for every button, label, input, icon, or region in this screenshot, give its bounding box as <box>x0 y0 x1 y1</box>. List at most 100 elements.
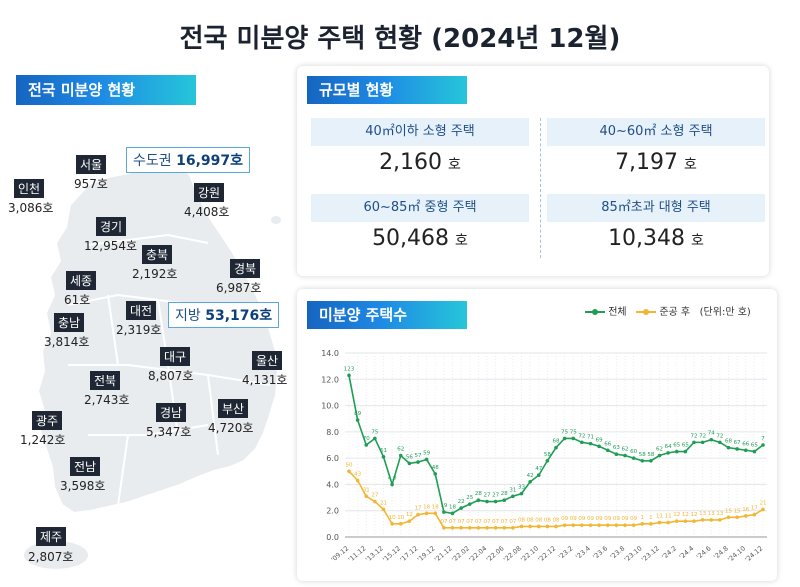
data-label-total: 72 <box>691 433 698 439</box>
point-total <box>692 440 696 445</box>
x-tick-label: '22.08 <box>502 544 523 563</box>
point-completed <box>364 494 369 499</box>
point-completed <box>623 523 627 527</box>
region-name: 강원 <box>194 183 225 202</box>
data-label-completed: 07 <box>458 519 465 525</box>
data-label-total: 62 <box>656 447 663 453</box>
page-title: 전국 미분양 주택 현황 (2024년 12월) <box>179 24 621 54</box>
region-name: 인천 <box>14 179 45 198</box>
point-total <box>416 460 420 464</box>
data-label-completed: 18 <box>432 504 439 510</box>
data-label-completed: 07 <box>475 519 482 525</box>
data-label-total: 89 <box>354 411 361 417</box>
y-tick-label: 4.0 <box>326 480 339 489</box>
data-label-completed: 08 <box>518 517 525 523</box>
point-completed <box>761 507 765 512</box>
size-divider <box>540 118 541 258</box>
region-name: 광주 <box>32 411 63 430</box>
data-label-total: 68 <box>725 439 732 445</box>
x-tick-label: '23.2 <box>557 544 575 561</box>
region-name: 경남 <box>156 403 187 422</box>
data-label-total: 65 <box>751 443 758 449</box>
point-completed <box>674 519 679 524</box>
region-value: 61호 <box>64 293 91 307</box>
point-total <box>674 449 679 454</box>
data-label-total: 65 <box>682 443 689 449</box>
data-label-total: 58 <box>639 452 646 458</box>
data-label-total: 64 <box>665 444 672 450</box>
point-completed <box>545 524 550 529</box>
region-name: 대구 <box>160 347 191 366</box>
region-value: 2,807호 <box>28 550 74 564</box>
point-completed <box>407 519 412 524</box>
point-total <box>752 449 757 454</box>
x-tick-label: '24.2 <box>660 544 678 561</box>
point-total <box>528 480 532 484</box>
point-total <box>605 448 610 453</box>
region-value: 3,814호 <box>44 335 90 349</box>
point-completed <box>692 519 696 524</box>
point-completed <box>485 526 489 530</box>
region-value: 5,347호 <box>146 425 192 439</box>
data-label-completed: 11 <box>656 514 663 520</box>
point-total <box>536 473 541 478</box>
jeju-island-shape <box>24 541 88 569</box>
region-value: 3,086호 <box>8 201 54 215</box>
point-completed <box>597 523 601 527</box>
data-label-completed: 27 <box>371 493 378 499</box>
data-label-total: 72 <box>578 433 585 439</box>
point-completed <box>450 526 455 530</box>
point-completed <box>442 526 446 530</box>
point-total <box>390 482 394 487</box>
region-name: 경기 <box>96 217 127 236</box>
point-completed <box>347 469 351 474</box>
point-completed <box>640 522 645 526</box>
size-cell-label: 40~60㎡ 소형 주택 <box>547 118 765 146</box>
data-label-total: 62 <box>622 447 629 453</box>
x-tick-label: '24.4 <box>678 544 696 561</box>
data-label-completed: 08 <box>535 517 542 523</box>
region-value: 2,319호 <box>116 323 162 337</box>
data-label-completed: 09 <box>587 516 594 522</box>
point-completed <box>735 515 739 520</box>
local-area-total: 지방 53,176호 <box>168 302 280 328</box>
data-label-completed: 17 <box>751 506 758 512</box>
point-total <box>442 510 446 514</box>
region-name: 경북 <box>230 259 261 278</box>
point-total <box>657 453 662 458</box>
point-total <box>398 453 403 458</box>
y-tick-label: 10.0 <box>321 402 339 411</box>
point-total <box>709 437 714 442</box>
point-completed <box>657 520 662 525</box>
y-tick-label: 8.0 <box>326 428 339 437</box>
x-tick-label: '17.12 <box>399 544 420 563</box>
data-label-completed: 07 <box>484 519 491 525</box>
size-cell-label: 60~85㎡ 중형 주택 <box>311 194 529 222</box>
region-value: 4,408호 <box>184 205 230 219</box>
y-tick-label: 2.0 <box>326 507 339 516</box>
point-completed <box>718 518 722 522</box>
point-total <box>424 457 429 462</box>
data-label-total: 58 <box>647 452 654 458</box>
size-panel: 규모별 현황 40㎡이하 소형 주택 2,160 호 40~60㎡ 소형 주택 7,19… <box>297 66 769 276</box>
size-cell-value-wrap: 50,468 호 <box>311 226 529 251</box>
point-completed <box>355 478 360 483</box>
size-panel-header: 규모별 현황 <box>307 76 467 104</box>
region-name: 전남 <box>70 457 101 476</box>
data-label-total: 74 <box>708 431 715 437</box>
region-value: 3,598호 <box>60 479 106 493</box>
data-label-completed: 07 <box>440 519 447 525</box>
data-label-completed: 21 <box>760 500 767 506</box>
data-label-completed: 50 <box>346 462 353 468</box>
data-label-completed: 08 <box>553 517 560 523</box>
data-label-completed: 08 <box>527 517 534 523</box>
point-completed <box>416 512 420 517</box>
legend-completed-label: 준공 후 <box>659 307 691 318</box>
point-total <box>588 441 593 446</box>
data-label-total: 59 <box>423 450 430 456</box>
data-label-total: 62 <box>397 447 404 453</box>
data-label-completed: 09 <box>630 516 637 522</box>
line-chart: 14.012.010.08.06.04.02.00.0'09.12'11.12'… <box>321 349 767 564</box>
data-label-completed: 31 <box>363 487 370 493</box>
point-total <box>485 499 489 504</box>
